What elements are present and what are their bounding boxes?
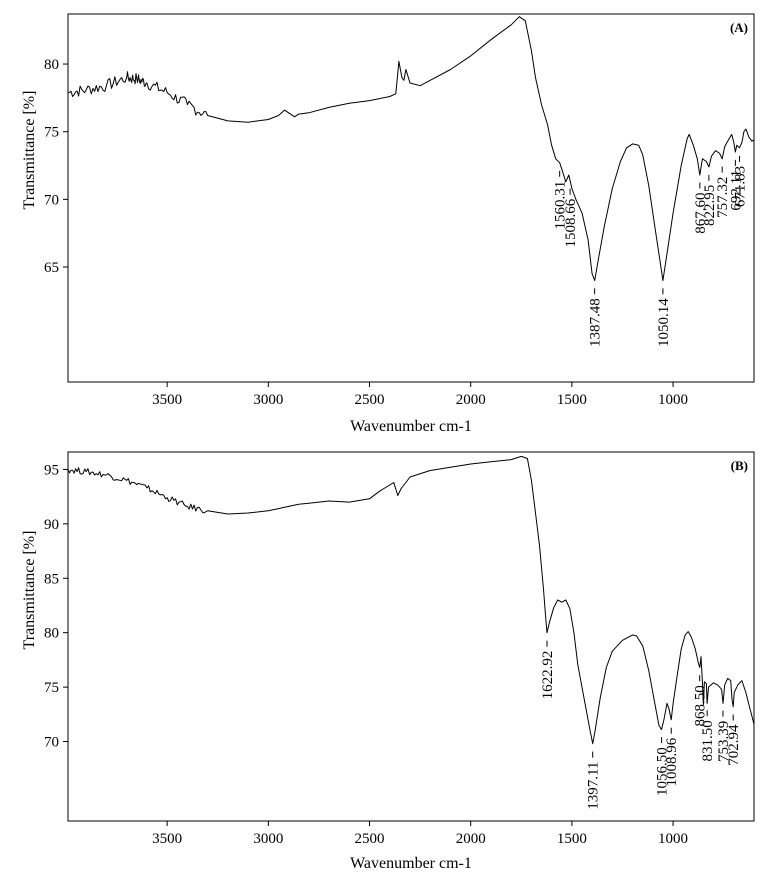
x-tick-label-a: 1000 xyxy=(658,392,688,408)
y-tick-label-b: 75 xyxy=(44,680,59,696)
peak-label: 1056.50 xyxy=(655,747,671,796)
x-tick-label-b: 3000 xyxy=(253,831,283,847)
y-axis-title-a: Transmittance [%] xyxy=(21,91,38,210)
spectrum-line-a xyxy=(67,16,755,281)
spectrum-line-b xyxy=(67,455,755,745)
y-tick-label-b: 95 xyxy=(44,462,59,478)
y-tick-label-a: 80 xyxy=(44,57,59,73)
x-tick-label-a: 1500 xyxy=(557,392,587,408)
y-axis-ticks-b: 70 75 80 85 90 95 xyxy=(44,462,68,751)
x-tick-label-a: 2500 xyxy=(355,392,385,408)
peak-label: 1560.31 xyxy=(553,181,569,230)
x-tick-label-b: 1500 xyxy=(557,831,587,847)
peak-label: 1387.48 xyxy=(588,298,604,347)
y-axis-title-b: Transmittance [%] xyxy=(21,531,38,650)
x-tick-label-a: 2000 xyxy=(456,392,486,408)
peak-label: 702.94 xyxy=(726,724,742,766)
y-axis-ticks-a: 65 70 75 80 xyxy=(44,57,68,276)
y-tick-label-b: 80 xyxy=(44,626,59,642)
x-tick-label-a: 3500 xyxy=(152,392,182,408)
x-tick-label-b: 2000 xyxy=(456,831,486,847)
x-axis-ticks-a: 3500 3000 2500 2000 1500 1000 xyxy=(152,382,688,408)
x-tick-label-b: 2500 xyxy=(355,831,385,847)
peak-label: 822.95 xyxy=(702,185,718,226)
x-tick-label-a: 3000 xyxy=(253,392,283,408)
x-axis-title-a: Wavenumber cm-1 xyxy=(350,418,472,435)
peak-label: 1008.96 xyxy=(664,737,680,786)
peak-label: 671.83 xyxy=(733,166,749,207)
plot-frame-a xyxy=(67,13,755,383)
peak-label: 692.11 xyxy=(728,170,744,211)
peak-label: 1050.14 xyxy=(656,298,672,347)
x-axis-title-b: Wavenumber cm-1 xyxy=(350,855,472,872)
panel-label-b: (B) xyxy=(731,458,748,473)
y-tick-label-b: 85 xyxy=(44,571,59,587)
peak-label: 1397.11 xyxy=(586,762,602,810)
panel-a: 65 70 75 80 3500 3000 2500 2000 1500 1000 1560.3… xyxy=(21,13,755,435)
plot-frame-b xyxy=(67,451,755,822)
peak-label: 1508.66 xyxy=(563,198,579,247)
peak-label: 831.50 xyxy=(700,720,716,761)
panel-label-a: (A) xyxy=(730,20,748,35)
peak-label: 867.60 xyxy=(693,193,709,234)
y-tick-label-b: 90 xyxy=(44,517,59,533)
peak-label: 1622.92 xyxy=(540,651,556,700)
x-tick-label-b: 3500 xyxy=(152,831,182,847)
x-tick-label-b: 1000 xyxy=(658,831,688,847)
peak-label: 753.39 xyxy=(716,721,732,762)
y-tick-label-a: 75 xyxy=(44,125,59,141)
y-tick-label-a: 65 xyxy=(44,260,59,276)
y-tick-label-a: 70 xyxy=(44,192,59,208)
peak-label: 757.32 xyxy=(715,177,731,218)
peak-label: 868.50 xyxy=(693,685,709,726)
y-tick-label-b: 70 xyxy=(44,735,59,751)
x-axis-ticks-b: 3500 3000 2500 2000 1500 1000 xyxy=(152,821,688,847)
panel-b: 70 75 80 85 90 95 3500 3000 2500 2000 1500 1000 16… xyxy=(21,451,755,872)
